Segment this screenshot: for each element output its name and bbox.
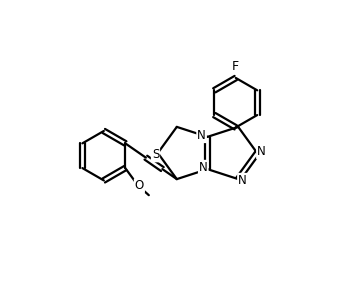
Text: S: S <box>152 148 159 161</box>
Text: F: F <box>232 60 239 73</box>
Text: N: N <box>238 174 247 187</box>
Text: N: N <box>197 129 206 142</box>
Text: N: N <box>257 145 266 158</box>
Text: O: O <box>135 179 144 192</box>
Text: N: N <box>199 161 208 174</box>
